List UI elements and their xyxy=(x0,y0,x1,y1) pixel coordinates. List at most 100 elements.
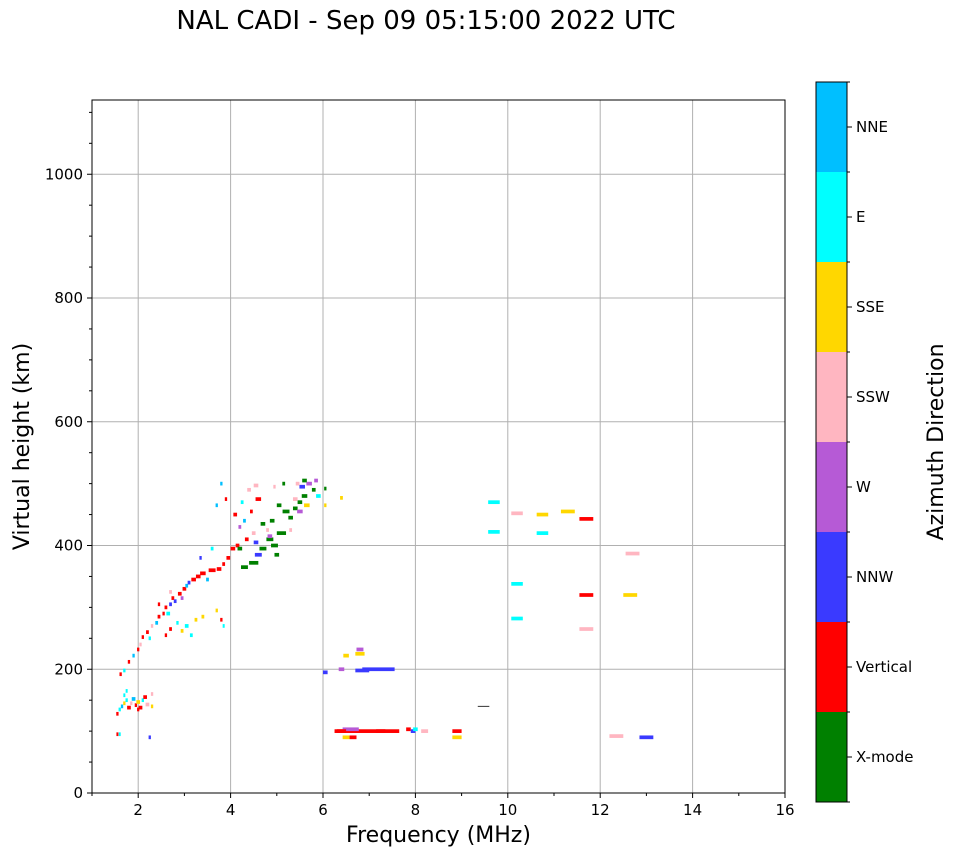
data-point-e xyxy=(184,624,189,628)
data-point-sse xyxy=(536,512,549,517)
data-point-vertical xyxy=(182,586,187,591)
data-point-w xyxy=(356,647,364,652)
data-point-x-mode xyxy=(276,531,287,535)
data-point-vertical xyxy=(230,546,236,551)
data-point-e xyxy=(125,689,128,693)
colorbar-label: Vertical xyxy=(856,658,912,676)
data-point-nnw xyxy=(299,484,305,489)
data-point-nne xyxy=(215,503,218,508)
data-point-nne xyxy=(131,697,136,701)
data-point-e xyxy=(488,530,500,534)
data-point-e xyxy=(118,707,121,712)
data-point-x-mode xyxy=(324,486,327,491)
colorbar-segment-w xyxy=(816,442,847,532)
data-point-vertical xyxy=(334,729,386,733)
data-point-ssw xyxy=(579,627,594,631)
data-point-ssw xyxy=(273,484,276,489)
data-point-vertical xyxy=(116,711,119,716)
data-point-vertical xyxy=(200,571,206,576)
data-point-ssw xyxy=(625,551,640,556)
data-point-vertical xyxy=(119,672,122,677)
data-point-nnw xyxy=(187,580,191,585)
data-point-nne xyxy=(206,577,209,582)
x-tick-label: 14 xyxy=(683,801,702,819)
data-point-sse xyxy=(201,614,205,619)
data-point-nnw xyxy=(362,667,395,672)
colorbar-label: NNE xyxy=(856,118,888,136)
data-point-nnw xyxy=(355,668,370,673)
data-point-sse xyxy=(343,653,349,658)
data-point-vertical xyxy=(171,596,175,600)
colorbar-label: SSW xyxy=(856,388,890,406)
data-point-e xyxy=(148,636,151,641)
x-tick-label: 8 xyxy=(411,801,421,819)
colorbar-label: E xyxy=(856,208,865,226)
data-point-sse xyxy=(123,701,126,706)
data-point-ssw xyxy=(289,528,293,532)
data-point-x-mode xyxy=(297,500,303,505)
data-point-x-mode xyxy=(249,560,259,565)
y-axis-label: Virtual height (km) xyxy=(10,343,35,550)
data-point-vertical xyxy=(116,732,119,737)
colorbar-segment-vertical xyxy=(816,622,847,712)
data-point-sse xyxy=(340,496,343,500)
plot-frame xyxy=(91,99,786,794)
data-point-x-mode xyxy=(276,503,282,508)
data-point-nnw xyxy=(323,670,328,675)
colorbar-title: Azimuth Direction xyxy=(924,343,949,540)
data-point-vertical xyxy=(195,574,201,579)
data-point-ssw xyxy=(150,624,154,628)
colorbar-segment-x-mode xyxy=(816,712,847,802)
data-point-e xyxy=(123,668,126,673)
data-point-sse xyxy=(342,735,350,740)
colorbar-label: SSE xyxy=(856,298,885,316)
colorbar-label: NNW xyxy=(856,568,893,586)
data-point-vertical xyxy=(376,729,400,733)
data-point-vertical xyxy=(164,605,168,610)
data-point-vertical xyxy=(177,591,182,596)
data-point-x-mode xyxy=(302,478,307,483)
data-point-nnw xyxy=(173,599,177,604)
data-point-e xyxy=(511,582,523,586)
data-point-x-mode xyxy=(237,546,243,551)
data-point-w xyxy=(314,478,318,483)
colorbar-segment-e xyxy=(816,172,847,262)
y-tick-label: 0 xyxy=(73,784,83,802)
data-point-sse xyxy=(324,503,327,508)
data-point-e xyxy=(413,727,418,732)
data-point-ssw xyxy=(251,531,256,535)
data-point-e xyxy=(176,620,179,625)
data-point-vertical xyxy=(157,614,161,619)
data-point-x-mode xyxy=(260,521,266,526)
data-point-vertical xyxy=(164,633,168,638)
data-point-e xyxy=(488,500,500,505)
data-point-w xyxy=(306,481,312,486)
x-tick-label: 12 xyxy=(591,801,610,819)
data-point-vertical xyxy=(224,497,228,501)
data-point-e xyxy=(125,698,128,703)
data-point-w xyxy=(238,525,242,529)
data-point-ssw xyxy=(253,483,259,488)
data-point-nne xyxy=(132,653,135,658)
colorbar-frame xyxy=(815,81,848,803)
data-point-nnw xyxy=(148,735,151,740)
data-point-vertical xyxy=(406,727,411,732)
data-point-vertical xyxy=(137,707,140,712)
x-tick-label: 10 xyxy=(498,801,517,819)
data-point-sse xyxy=(215,608,218,613)
data-point-nnw xyxy=(254,552,262,557)
data-point-vertical xyxy=(250,509,253,514)
data-point-ssw xyxy=(247,487,251,492)
data-point-nne xyxy=(185,583,189,588)
data-point-vertical xyxy=(233,512,238,517)
data-point-ssw xyxy=(511,511,523,516)
data-point-vertical xyxy=(336,729,347,733)
data-point-w xyxy=(267,534,273,539)
colorbar-label: W xyxy=(856,478,871,496)
data-point-vertical xyxy=(216,567,222,571)
data-point-vertical xyxy=(169,627,172,631)
y-tick-label: 600 xyxy=(54,413,83,431)
data-point-ssw xyxy=(295,481,300,486)
x-tick-label: 2 xyxy=(133,801,143,819)
y-tick-label: 400 xyxy=(54,537,83,555)
